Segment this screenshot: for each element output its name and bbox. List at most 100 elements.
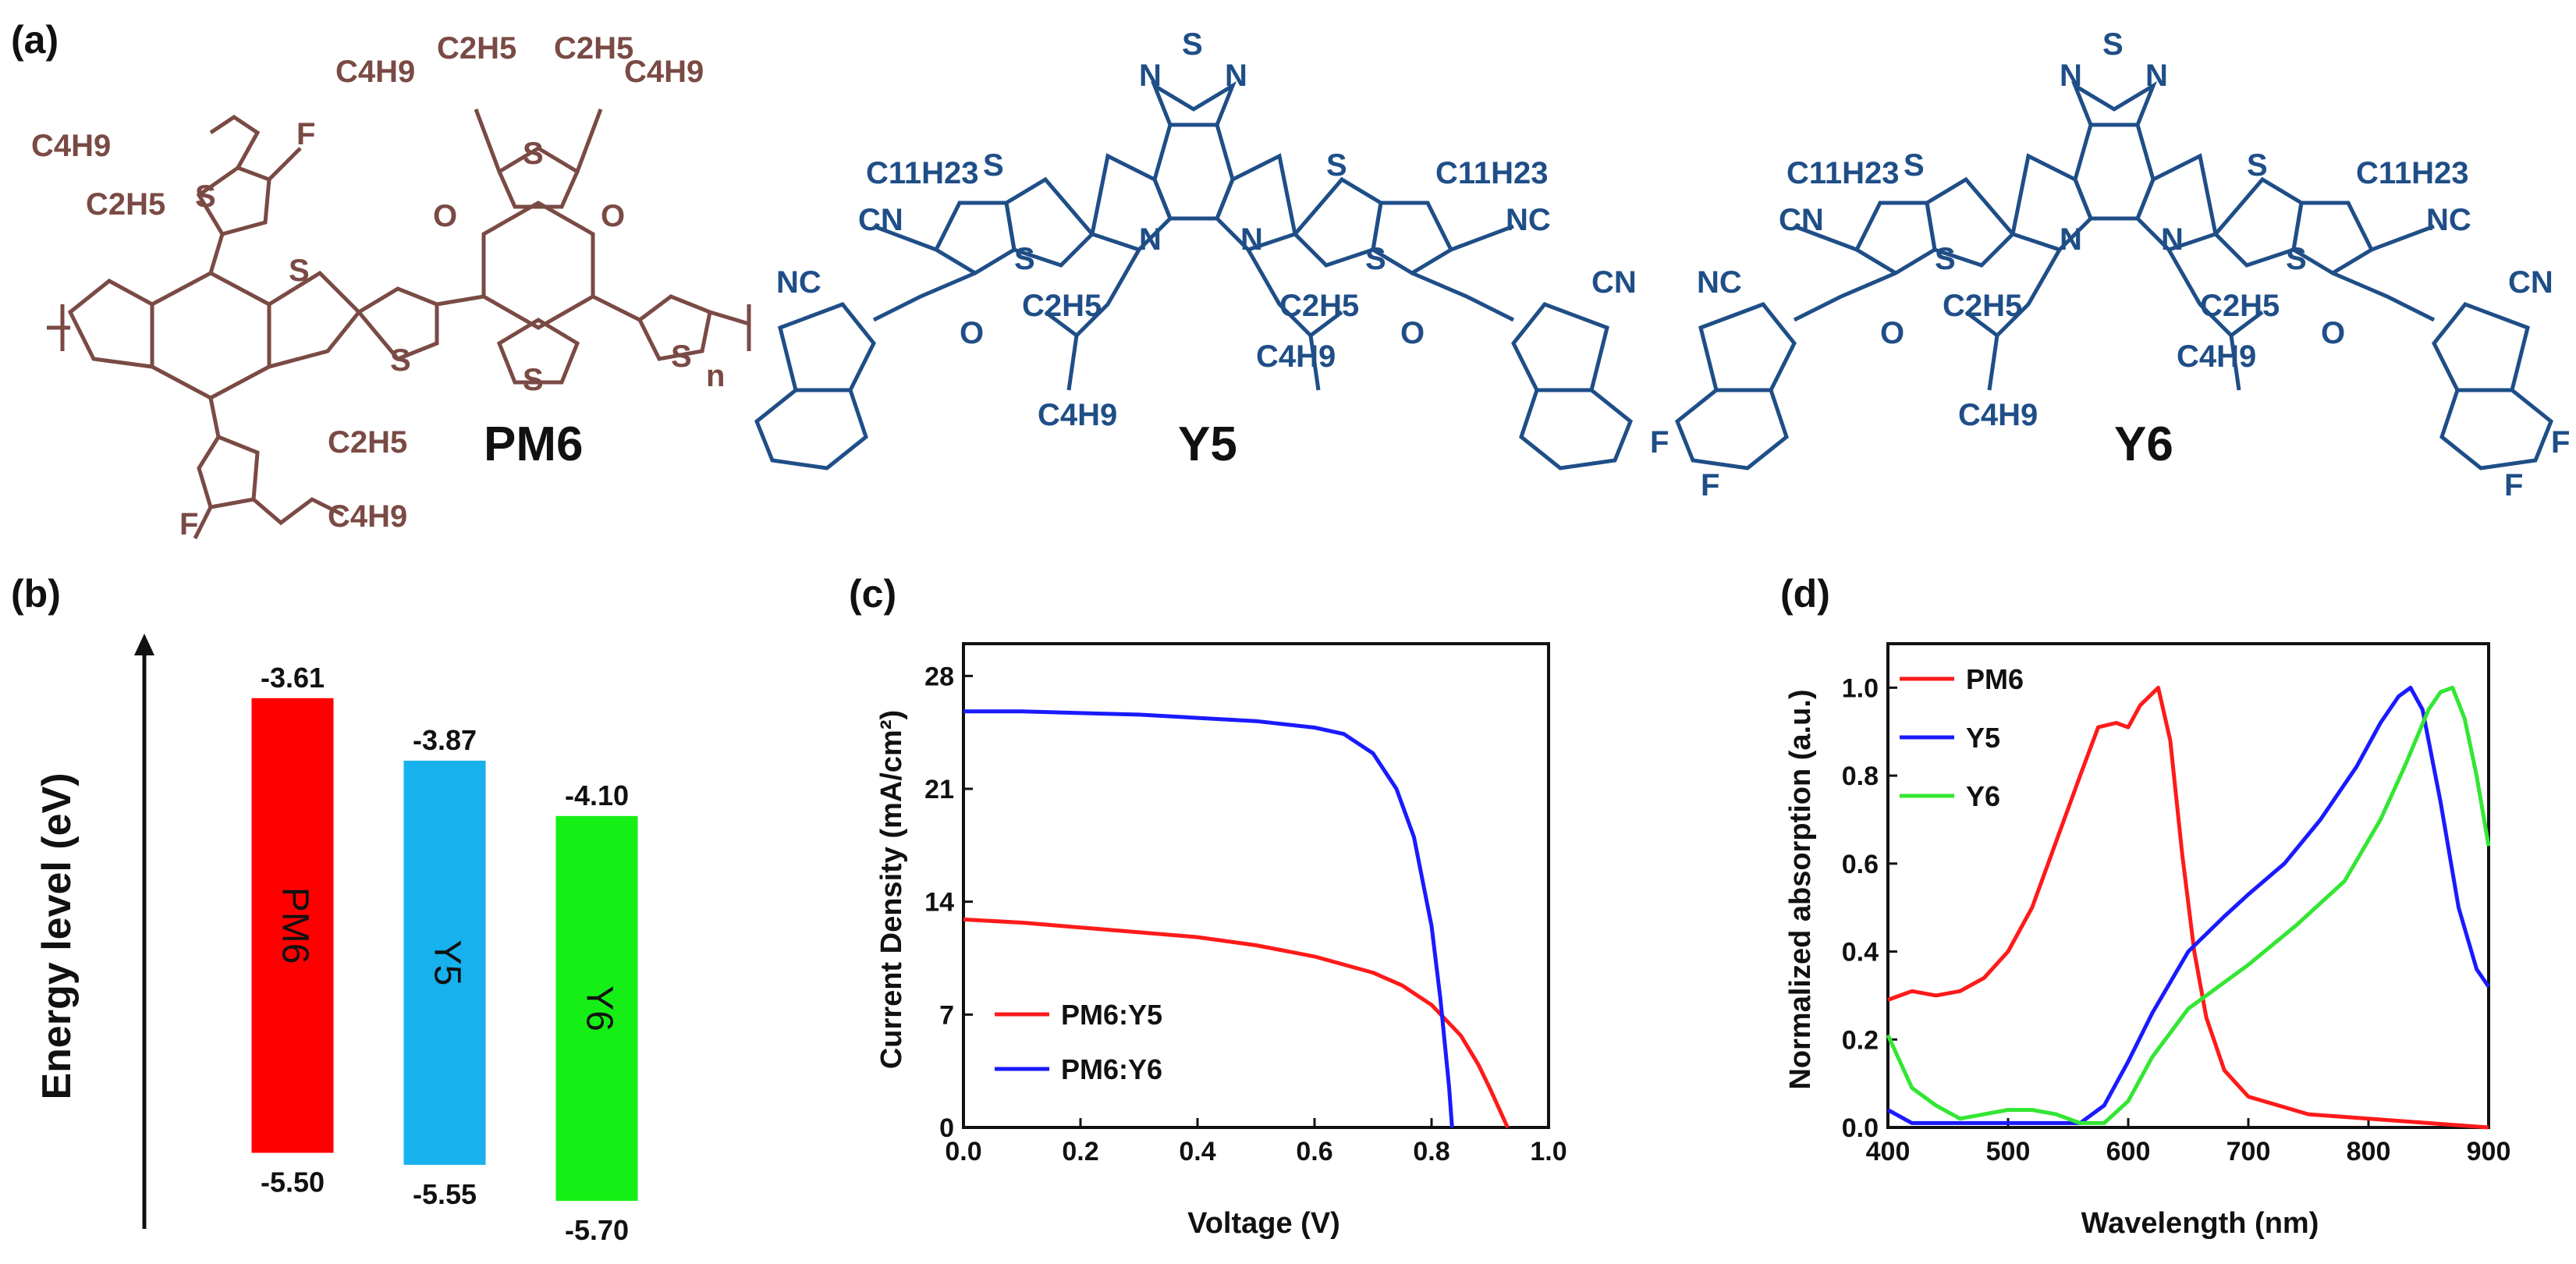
- x-tick-label: 600: [2106, 1137, 2151, 1166]
- y5-bond: [1066, 335, 1079, 391]
- legend-label: Y5: [1966, 722, 2000, 754]
- pm6-bond: [209, 114, 261, 169]
- y5-bond: [1215, 153, 1297, 252]
- energy-bar-y6: [555, 815, 638, 1202]
- y6-atom: S: [2286, 242, 2307, 276]
- y5-atom: S: [1365, 242, 1386, 276]
- homo-value-label: -5.50: [261, 1166, 325, 1198]
- pm6-bond: [637, 294, 712, 361]
- y6-name: Y6: [2114, 417, 2173, 471]
- y5-atom: S: [1326, 148, 1347, 183]
- x-tick-label: 800: [2347, 1137, 2391, 1166]
- y6-bond: [1698, 302, 1797, 392]
- y6-atom: S: [2247, 148, 2268, 183]
- panel-label-d: (d): [1780, 572, 1830, 616]
- y6-atom: F: [1701, 468, 1719, 502]
- energy-axis-arrow: [134, 634, 154, 655]
- y6-atom: CN: [1779, 203, 1824, 237]
- legend-label: PM6: [1966, 663, 2024, 695]
- pm6-name: PM6: [484, 417, 583, 471]
- y6-atom: C4H9: [1958, 398, 2038, 432]
- y6-atom: O: [2321, 316, 2345, 350]
- y6-atom: CN: [2508, 265, 2553, 300]
- abs-y-axis-title: Normalized absorption (a.u.): [1784, 689, 1817, 1089]
- y6-bond: [1854, 201, 1937, 275]
- pm6-atoms: C4H9 C2H5 F S C4H9 C2H5 C2H5 C4H9 O O S …: [31, 31, 725, 541]
- pm6-atom: C2H5: [554, 31, 633, 66]
- y6-atom: NC: [1697, 265, 1742, 300]
- y6-bond: [2212, 176, 2304, 268]
- y6-atom: S: [2102, 27, 2124, 62]
- panel-label-b: (b): [11, 572, 61, 616]
- y6-atom: N: [2060, 59, 2082, 93]
- pm6-atom: S: [523, 137, 544, 171]
- pm6-atom: F: [296, 117, 315, 151]
- pm6-bond: [150, 271, 271, 400]
- energy-bar-label: Y6: [578, 985, 619, 1031]
- y5-bond: [872, 271, 976, 322]
- pm6-bond: [591, 294, 641, 322]
- y5-atom: CN: [858, 203, 903, 237]
- y6-atom: F: [2551, 425, 2570, 460]
- pm6-bond: [197, 434, 260, 510]
- y6-atom: S: [1904, 148, 1925, 183]
- y5-atom: C11H23: [1435, 156, 1549, 190]
- homo-value-label: -5.55: [413, 1178, 477, 1210]
- jv-x-axis-title: Voltage (V): [1187, 1207, 1340, 1240]
- pm6-bond: [268, 147, 302, 181]
- x-tick-label: 0.0: [945, 1137, 981, 1166]
- y5-bond: [1292, 176, 1383, 268]
- y5-atom: C11H23: [866, 156, 979, 190]
- y6-atom: O: [1880, 316, 1904, 350]
- y6-atom: S: [1935, 242, 1956, 276]
- y6-atom: C2H5: [2200, 289, 2280, 323]
- pm6-bond: [196, 165, 271, 236]
- pm6-atom: C4H9: [335, 55, 415, 89]
- pm6-atom: C4H9: [328, 499, 407, 534]
- y-tick-label: 1.0: [1842, 673, 1879, 703]
- energy-axis-title: Energy level (eV): [34, 772, 80, 1099]
- pm6-bond: [208, 397, 221, 438]
- y6-bond: [2332, 271, 2436, 322]
- y5-structure: [754, 81, 1634, 470]
- y6-bond: [2135, 153, 2218, 252]
- pm6-atom: O: [433, 199, 457, 233]
- pm6-atom: O: [601, 199, 625, 233]
- energy-bar-y5: [403, 760, 486, 1165]
- y-tick-label: 28: [924, 662, 954, 691]
- series-line-pm6: [1887, 685, 2489, 1130]
- pm6-bond: [496, 146, 580, 209]
- series-line-y6: [1886, 685, 2491, 1125]
- pm6-atom: S: [195, 179, 216, 214]
- y6-atoms: N S N C11H23 C11H23 CN NC NC CN S S S S …: [1650, 27, 2570, 502]
- y6-atom: N: [2161, 222, 2184, 257]
- y5-name: Y5: [1178, 417, 1237, 471]
- y5-bond: [873, 224, 937, 252]
- y6-atom: C11H23: [2356, 156, 2469, 190]
- y5-atom: NC: [776, 265, 821, 300]
- absorption-chart: Normalized absorption (a.u.) Wavelength …: [1784, 642, 2510, 1240]
- y6-bond: [2229, 335, 2241, 391]
- y5-atom: C4H9: [1038, 398, 1117, 432]
- homo-value-label: -5.70: [565, 1214, 629, 1246]
- abs-x-axis-title: Wavelength (nm): [2081, 1207, 2319, 1240]
- y5-atom: C2H5: [1279, 289, 1359, 323]
- y6-bond: [2432, 302, 2530, 392]
- y-tick-label: 0.0: [1842, 1113, 1879, 1143]
- y5-bond: [1371, 201, 1454, 275]
- y-tick-label: 0.2: [1842, 1025, 1879, 1055]
- pm6-bond: [474, 108, 502, 172]
- y5-bond: [933, 201, 1017, 275]
- y6-bond: [2291, 201, 2375, 275]
- y6-bond: [1987, 335, 1999, 391]
- y-tick-label: 7: [939, 1000, 954, 1030]
- series-line-y5: [1886, 685, 2491, 1125]
- y5-atom: O: [960, 316, 984, 350]
- y5-bond: [1519, 388, 1634, 470]
- pm6-atom: S: [671, 339, 692, 374]
- y6-bond: [1793, 271, 1897, 322]
- y6-atom: F: [2504, 468, 2523, 502]
- pm6-atom: C2H5: [328, 425, 407, 460]
- jv-y-axis-title: Current Density (mA/cm²): [875, 710, 908, 1069]
